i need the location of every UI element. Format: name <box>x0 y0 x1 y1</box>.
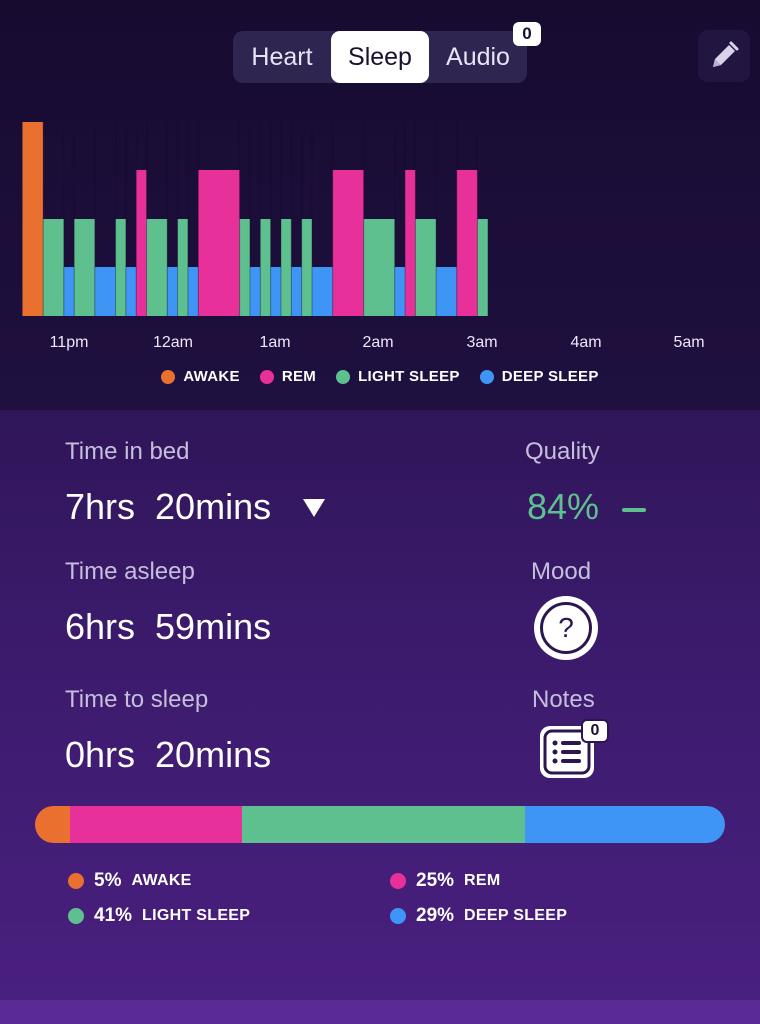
time-asleep-value: 6hrs 59mins <box>65 606 272 647</box>
hour-label: 2am <box>362 334 394 351</box>
breakdown-percent: 41% <box>94 905 133 926</box>
tab-heart[interactable]: Heart <box>251 42 313 71</box>
hour-label: 11pm <box>49 334 89 351</box>
stage-bar-deep <box>63 267 75 316</box>
breakdown-percent: 29% <box>416 905 455 926</box>
tab-sleep[interactable]: Sleep <box>331 31 429 83</box>
deep-dot-icon <box>479 369 494 384</box>
bottom-bar <box>0 1000 760 1024</box>
stage-bar-rem <box>198 170 240 316</box>
rem-dot-icon <box>259 369 274 384</box>
question-mark-icon: ? <box>540 602 592 654</box>
stage-bar-light <box>363 219 395 316</box>
deep-dot-icon <box>390 908 406 924</box>
stage-bar-deep <box>125 267 137 316</box>
quality-trend-dash-icon <box>622 508 646 512</box>
breakdown-label: DEEP SLEEP <box>464 907 568 924</box>
mood-button[interactable]: ? <box>534 596 598 660</box>
breakdown-percent: 5% <box>94 870 122 891</box>
stage-bar-light <box>239 219 250 316</box>
legend-item-light: LIGHT SLEEP <box>336 368 460 385</box>
edit-button[interactable] <box>698 30 750 82</box>
stage-bar-rem <box>332 170 364 316</box>
hour-label: 5am <box>673 334 705 351</box>
mood-label: Mood <box>531 558 592 585</box>
hour-label: 4am <box>570 334 602 351</box>
legend-item-awake: AWAKE <box>161 368 240 385</box>
legend-label: LIGHT SLEEP <box>358 368 460 385</box>
breakdown-label: AWAKE <box>131 872 192 889</box>
pencil-icon <box>713 41 739 67</box>
stage-bar-deep <box>436 267 457 316</box>
dropdown-triangle-icon[interactable] <box>302 498 326 518</box>
stage-bar-light <box>43 219 64 316</box>
awake-dot-icon <box>161 369 176 384</box>
legend-label: AWAKE <box>183 368 240 385</box>
stage-bar-deep <box>394 267 406 316</box>
breakdown-segment-light <box>242 806 525 843</box>
light-dot-icon <box>336 369 351 384</box>
light-dot-icon <box>68 908 84 924</box>
stage-bar-deep <box>270 267 281 316</box>
stage-bar-deep <box>291 267 302 316</box>
stage-bar-rem <box>405 170 416 316</box>
quality-value: 84% <box>527 486 600 527</box>
notes-label: Notes <box>532 686 595 713</box>
breakdown-item-rem: 25% REM <box>390 870 501 892</box>
tab-audio[interactable]: Audio <box>446 42 510 71</box>
hour-label: 3am <box>466 334 498 351</box>
breakdown-segment-deep <box>524 806 725 843</box>
hour-label: 1am <box>259 334 291 351</box>
time-in-bed-label: Time in bed <box>65 438 190 465</box>
breakdown-label: LIGHT SLEEP <box>142 907 251 924</box>
notes-button[interactable] <box>538 724 596 780</box>
hour-label: 12am <box>152 334 194 351</box>
quality-label: Quality <box>525 438 600 465</box>
stage-bar-light <box>115 219 126 316</box>
time-to-sleep-value: 0hrs 20mins <box>65 734 272 775</box>
legend-label: REM <box>281 368 317 385</box>
stage-bar-deep <box>94 267 116 316</box>
breakdown-segment-awake <box>35 806 70 843</box>
stage-bar-light <box>280 219 292 316</box>
stage-breakdown-bar <box>35 806 725 843</box>
breakdown-percent: 25% <box>416 870 455 891</box>
time-in-bed-value[interactable]: 7hrs 20mins <box>65 486 272 527</box>
awake-dot-icon <box>68 873 84 889</box>
stage-bar-light <box>260 219 271 316</box>
sleep-stage-chart <box>22 122 488 316</box>
audio-count-badge: 0 <box>513 22 541 46</box>
stage-bar-light <box>177 219 188 316</box>
chart-legend: AWAKE REM LIGHT SLEEP DEEP SLEEP <box>0 368 760 385</box>
legend-item-deep: DEEP SLEEP <box>479 368 599 385</box>
stage-bar-deep <box>311 267 333 316</box>
breakdown-segment-rem <box>69 806 242 843</box>
breakdown-label: REM <box>464 872 501 889</box>
stage-bar-light <box>74 219 95 316</box>
stage-bar-light <box>301 219 312 316</box>
stage-bar-light <box>477 219 488 316</box>
view-segmented-control: Heart Sleep Audio <box>233 31 527 83</box>
breakdown-item-awake: 5% AWAKE <box>68 870 192 892</box>
breakdown-item-deep: 29% DEEP SLEEP <box>390 905 567 927</box>
time-asleep-label: Time asleep <box>65 558 195 585</box>
stage-bar-awake <box>22 122 44 316</box>
stage-bar-rem <box>136 170 147 316</box>
legend-item-rem: REM <box>259 368 317 385</box>
rem-dot-icon <box>390 873 406 889</box>
time-to-sleep-label: Time to sleep <box>65 686 209 713</box>
legend-label: DEEP SLEEP <box>501 368 599 385</box>
stage-bar-light <box>415 219 437 316</box>
stage-bar-rem <box>456 170 478 316</box>
stage-bar-deep <box>249 267 261 316</box>
stage-bar-deep <box>187 267 199 316</box>
stage-bar-light <box>146 219 168 316</box>
breakdown-item-light: 41% LIGHT SLEEP <box>68 905 250 927</box>
stage-bar-deep <box>167 267 178 316</box>
notes-count-badge: 0 <box>581 719 609 743</box>
chart-hour-labels: 11pm 12am 1am 2am 3am 4am 5am <box>0 334 760 358</box>
